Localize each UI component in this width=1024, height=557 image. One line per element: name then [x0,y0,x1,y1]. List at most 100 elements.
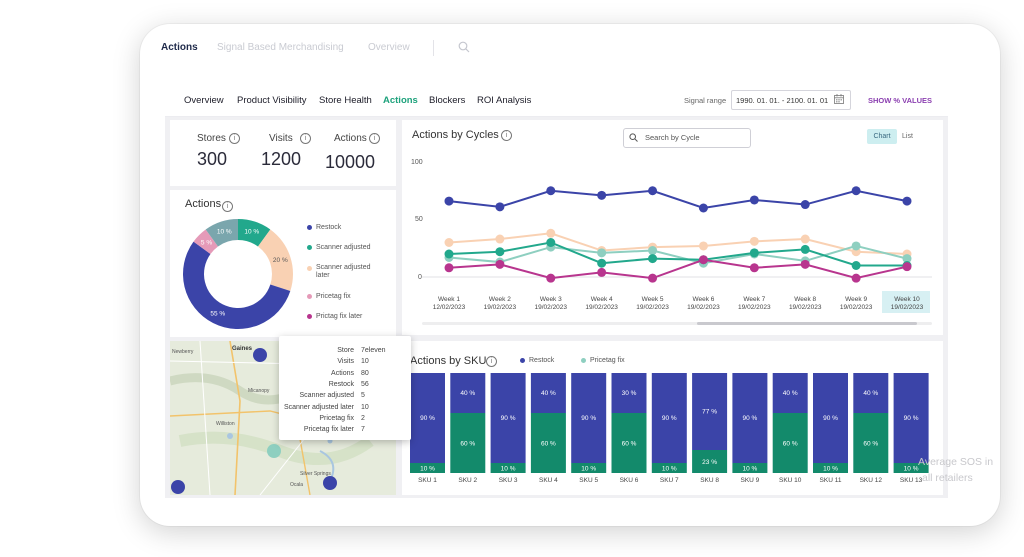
data-point[interactable] [749,236,759,246]
show-percent-values-button[interactable]: SHOW % VALUES [868,96,933,105]
bar-restock[interactable] [530,373,566,413]
search-icon[interactable] [458,41,470,53]
data-point[interactable] [902,196,912,206]
data-point[interactable] [495,202,505,212]
map-label-micanopy: Micanopy [248,388,270,394]
bar-pricetag-fix[interactable] [732,463,768,473]
bar-pricetag-fix[interactable] [571,463,607,473]
donut-slice[interactable] [238,219,271,247]
data-point[interactable] [902,254,912,264]
data-point[interactable] [495,247,505,257]
bar-label: 77 % [702,409,717,416]
tab-actions[interactable]: Actions [383,95,418,106]
data-point[interactable] [800,200,810,210]
data-point[interactable] [800,234,810,244]
x-tick-label: Week 7 [743,296,765,303]
bar-pricetag-fix[interactable] [651,463,687,473]
bar-restock[interactable] [410,373,445,463]
donut-slice[interactable] [182,241,291,330]
data-point[interactable] [749,248,759,258]
data-point[interactable] [597,258,607,268]
bar-pricetag-fix[interactable] [490,463,526,473]
map-label-williston: Williston [216,421,235,427]
info-icon[interactable]: i [369,133,380,144]
donut-slice[interactable] [257,229,293,291]
data-point[interactable] [851,241,861,251]
bar-pricetag-fix[interactable] [813,463,848,473]
bar-pricetag-fix[interactable] [611,413,647,473]
donut-slice[interactable] [193,229,219,255]
data-point[interactable] [597,267,607,277]
data-point[interactable] [749,263,759,273]
data-point[interactable] [546,273,556,283]
data-point[interactable] [698,255,708,265]
bar-restock[interactable] [732,373,768,463]
data-point[interactable] [495,234,505,244]
data-point[interactable] [851,273,861,283]
bar-pricetag-fix[interactable] [450,413,486,473]
data-point[interactable] [597,190,607,200]
data-point[interactable] [698,203,708,213]
data-point[interactable] [546,186,556,196]
bar-pricetag-fix[interactable] [853,413,889,473]
top-nav-signal-based-merchandising[interactable]: Signal Based Merchandising [217,42,344,53]
bar-restock[interactable] [772,373,808,413]
info-icon[interactable]: i [229,133,240,144]
chart-toggle-button[interactable]: Chart [867,129,897,144]
data-point[interactable] [597,248,607,258]
data-point[interactable] [902,262,912,272]
data-point[interactable] [648,273,658,283]
list-toggle-button[interactable]: List [902,133,913,140]
data-point[interactable] [444,263,454,273]
data-point[interactable] [444,196,454,206]
bar-restock[interactable] [490,373,526,463]
x-tick-label: SKU 12 [860,477,883,484]
data-point[interactable] [444,249,454,259]
data-point[interactable] [851,261,861,270]
tab-overview[interactable]: Overview [184,95,224,106]
bar-restock[interactable] [611,373,647,413]
data-point[interactable] [546,228,556,238]
scrollbar-thumb[interactable] [697,322,917,325]
info-icon[interactable]: i [486,356,497,367]
bar-pricetag-fix[interactable] [893,463,929,473]
bar-restock[interactable] [450,373,486,413]
top-nav-actions[interactable]: Actions [161,42,198,53]
bar-pricetag-fix[interactable] [410,463,445,473]
data-point[interactable] [749,195,759,205]
bar-pricetag-fix[interactable] [772,413,808,473]
data-point[interactable] [495,259,505,269]
bar-pricetag-fix[interactable] [692,450,728,473]
top-nav-overview[interactable]: Overview [368,42,410,53]
data-point[interactable] [546,238,556,247]
bar-restock[interactable] [813,373,848,463]
data-point[interactable] [648,186,658,196]
data-point[interactable] [648,246,658,256]
info-icon[interactable]: i [501,130,512,141]
cycle-search-input[interactable] [623,128,751,148]
donut-slice[interactable] [205,219,238,247]
data-point[interactable] [444,238,454,247]
tab-store-health[interactable]: Store Health [319,95,372,106]
bar-restock[interactable] [571,373,607,463]
data-point[interactable] [800,244,810,254]
info-icon[interactable]: i [300,133,311,144]
date-range-input[interactable] [731,90,851,110]
stat-stores-value: 300 [197,149,228,169]
bar-restock[interactable] [893,373,929,463]
stat-visits-value: 1200 [261,149,302,169]
data-point[interactable] [800,259,810,269]
x-tick-label: SKU 11 [820,477,842,484]
info-icon[interactable]: i [222,201,233,212]
data-point[interactable] [648,254,658,264]
tab-roi-analysis[interactable]: ROI Analysis [477,95,532,106]
tab-product-visibility[interactable]: Product Visibility [237,95,307,106]
calendar-icon[interactable] [834,94,844,104]
data-point[interactable] [698,241,708,251]
bar-restock[interactable] [692,373,728,450]
tab-blockers[interactable]: Blockers [429,95,466,106]
bar-pricetag-fix[interactable] [530,413,566,473]
data-point[interactable] [851,186,861,196]
bar-restock[interactable] [853,373,889,413]
bar-restock[interactable] [651,373,687,463]
